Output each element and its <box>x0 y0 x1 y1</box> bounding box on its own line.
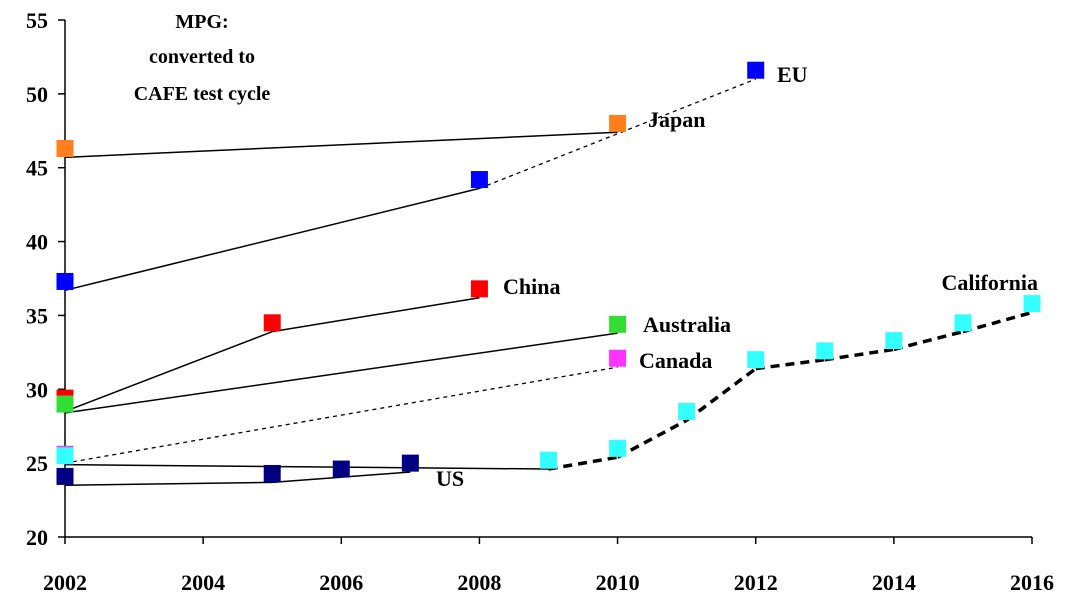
series-us-point-0 <box>56 467 74 485</box>
x-tick-label-2016: 2016 <box>1010 570 1054 595</box>
y-tick-label-50: 50 <box>26 82 48 107</box>
y-tick-label-20: 20 <box>26 525 48 550</box>
series-label-china: China <box>503 274 560 299</box>
series-label-japan: Japan <box>648 107 705 132</box>
y-tick-label-30: 30 <box>26 377 48 402</box>
series-california-point-4 <box>747 351 765 369</box>
series-lines <box>64 78 1033 487</box>
series-california-point-3 <box>678 402 696 420</box>
annotation-line-1: MPG: <box>175 11 228 33</box>
x-tick-label-2008: 2008 <box>457 570 501 595</box>
series-california-line-2 <box>616 418 688 459</box>
series-california-line-3 <box>685 367 757 422</box>
series-markers <box>56 61 1041 485</box>
axes: 20 25 30 35 40 45 50 55 2002 2004 2006 2008 2010 2012… <box>26 8 1054 595</box>
series-japan-point-1 <box>609 114 627 132</box>
series-california-point-0 <box>56 447 74 465</box>
series-california-point-2 <box>609 439 627 457</box>
series-eu-point-0 <box>56 272 74 290</box>
x-tick-label-2002: 2002 <box>43 570 87 595</box>
series-eu-point-2 <box>747 61 765 79</box>
series-label-canada: Canada <box>639 348 712 373</box>
series-california-line-6 <box>893 329 964 352</box>
series-california-point-7 <box>954 314 972 332</box>
series-california-point-1 <box>540 451 557 469</box>
series-china-line-0 <box>64 330 273 413</box>
series-eu-line-0 <box>64 187 480 292</box>
x-tick-label-2014: 2014 <box>872 570 916 595</box>
series-australia-line-0 <box>64 332 618 414</box>
series-label-california: California <box>941 270 1038 295</box>
series-label-australia: Australia <box>643 312 731 337</box>
series-japan-line-0 <box>64 131 618 159</box>
series-canada-point-1 <box>609 349 627 367</box>
series-us-point-3 <box>401 454 419 472</box>
series-japan-point-0 <box>56 140 74 158</box>
series-california-line-1 <box>548 455 618 471</box>
annotation-line-2: converted to <box>149 46 255 68</box>
y-tick-label-45: 45 <box>26 156 48 181</box>
series-california-line-7 <box>962 310 1033 334</box>
series-china-line-1 <box>272 296 480 333</box>
series-china-point-1 <box>263 314 281 332</box>
series-label-us: US <box>436 466 464 491</box>
series-california-point-8 <box>1023 295 1041 313</box>
x-tick-label-2010: 2010 <box>596 570 640 595</box>
y-tick-label-35: 35 <box>26 303 48 328</box>
series-california-line-5 <box>824 347 895 362</box>
series-us-point-2 <box>332 460 350 478</box>
series-labels: EU Japan China Australia Canada US California <box>436 62 1038 491</box>
y-tick-label-25: 25 <box>26 451 48 476</box>
series-canada-line-0 <box>64 366 618 464</box>
series-california-point-6 <box>885 332 903 350</box>
annotation-line-3: CAFE test cycle <box>134 83 271 105</box>
series-california-point-5 <box>816 342 834 360</box>
x-tick-label-2004: 2004 <box>181 570 225 595</box>
series-eu-point-1 <box>470 171 488 189</box>
series-australia-point-0 <box>56 395 74 413</box>
series-china-point-2 <box>470 280 488 298</box>
series-us-point-1 <box>263 464 281 482</box>
series-california-line-0 <box>64 463 549 470</box>
series-australia-point-1 <box>609 315 627 333</box>
x-tick-label-2006: 2006 <box>319 570 363 595</box>
series-california-line-4 <box>755 358 826 371</box>
series-label-eu: EU <box>777 62 808 87</box>
x-tick-label-2012: 2012 <box>734 570 778 595</box>
y-tick-label-40: 40 <box>26 230 48 255</box>
series-us-line-0 <box>64 481 273 487</box>
y-tick-label-55: 55 <box>26 8 48 33</box>
series-eu-line-1 <box>479 78 756 189</box>
